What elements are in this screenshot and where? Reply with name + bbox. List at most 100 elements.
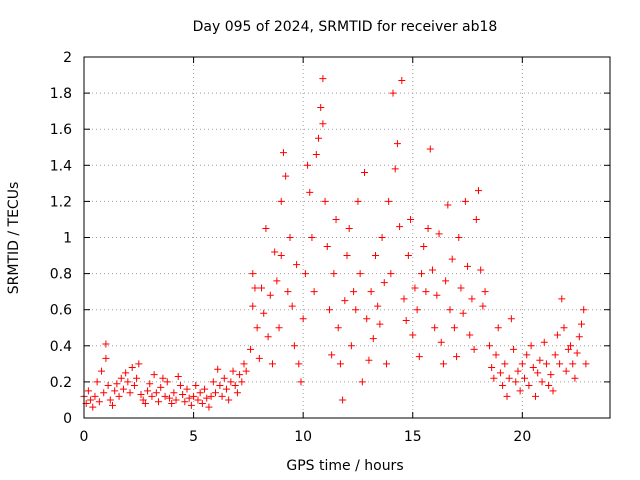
data-point-marker	[529, 363, 537, 371]
data-point-marker	[556, 360, 564, 368]
data-point-marker	[505, 374, 513, 382]
data-point-marker	[332, 215, 340, 223]
data-point-marker	[334, 324, 342, 332]
data-point-marker	[439, 360, 447, 368]
x-tick-label: 15	[404, 429, 422, 445]
data-point-marker	[428, 266, 436, 274]
data-point-marker	[124, 378, 132, 386]
data-point-marker	[222, 385, 230, 393]
data-point-marker	[336, 360, 344, 368]
data-point-marker	[323, 243, 331, 251]
data-point-marker	[477, 266, 485, 274]
data-point-marker	[389, 89, 397, 97]
data-point-marker	[288, 302, 296, 310]
data-point-marker	[330, 270, 338, 278]
data-point-marker	[409, 331, 417, 339]
data-point-marker	[122, 369, 130, 377]
data-point-marker	[415, 353, 423, 361]
data-point-marker	[547, 371, 555, 379]
y-tick-label: 1	[63, 231, 72, 247]
data-point-marker	[413, 306, 421, 314]
data-point-marker	[84, 387, 92, 395]
data-point-marker	[229, 367, 237, 375]
data-point-marker	[181, 398, 189, 406]
y-tick-label: 1.8	[50, 86, 72, 102]
data-point-marker	[152, 389, 160, 397]
data-point-marker	[98, 367, 106, 375]
data-point-marker	[201, 385, 209, 393]
data-point-marker	[545, 382, 553, 390]
data-point-marker	[426, 145, 434, 153]
data-point-marker	[249, 270, 257, 278]
data-point-marker	[464, 262, 472, 270]
data-point-marker	[573, 349, 581, 357]
data-point-marker	[233, 389, 241, 397]
data-point-marker	[527, 342, 535, 350]
data-point-marker	[301, 270, 309, 278]
data-point-marker	[130, 382, 138, 390]
data-point-marker	[424, 224, 432, 232]
data-point-marker	[356, 270, 364, 278]
data-point-marker	[558, 295, 566, 303]
data-point-marker	[253, 324, 261, 332]
data-point-marker	[455, 234, 463, 241]
data-point-marker	[315, 134, 323, 142]
x-axis-label: GPS time / hours	[286, 458, 403, 474]
data-point-marker	[133, 374, 141, 382]
data-point-marker	[466, 331, 474, 339]
data-point-marker	[325, 306, 333, 314]
data-point-marker	[225, 396, 233, 404]
data-point-marker	[111, 387, 119, 395]
data-point-marker	[549, 387, 557, 395]
data-point-marker	[209, 378, 217, 386]
data-point-marker	[580, 306, 588, 314]
data-point-marker	[435, 230, 443, 238]
data-point-marker	[560, 324, 568, 332]
x-tick-label: 10	[294, 429, 312, 445]
data-point-marker	[100, 389, 108, 397]
y-axis-label: SRMTID / TECUs	[6, 182, 22, 295]
data-point-marker	[431, 324, 439, 332]
data-point-marker	[402, 317, 410, 325]
data-point-marker	[512, 378, 520, 386]
data-point-marker	[159, 374, 167, 382]
data-point-marker	[247, 345, 255, 353]
axis-ticks: 00.20.40.60.811.21.41.61.820 5 10 15 20	[50, 50, 610, 445]
data-point-marker	[275, 324, 283, 332]
data-point-marker	[207, 392, 215, 400]
data-point-marker	[400, 295, 408, 303]
data-point-marker	[268, 360, 276, 368]
data-point-marker	[378, 234, 386, 241]
data-point-marker	[501, 360, 509, 368]
data-point-marker	[260, 309, 268, 317]
data-point-marker	[433, 291, 441, 299]
data-point-marker	[220, 374, 228, 382]
data-point-marker	[551, 351, 559, 359]
data-point-marker	[113, 380, 121, 388]
data-point-marker	[398, 76, 406, 84]
data-point-marker	[212, 389, 219, 397]
data-point-marker	[521, 374, 529, 382]
y-tick-label: 2	[63, 50, 72, 66]
data-point-marker	[214, 365, 222, 373]
data-point-marker	[319, 75, 327, 83]
data-point-marker	[273, 277, 281, 285]
data-point-marker	[187, 401, 195, 409]
data-point-marker	[104, 382, 112, 390]
data-point-marker	[251, 284, 259, 292]
data-point-marker	[190, 392, 198, 400]
data-points	[80, 75, 590, 411]
data-point-marker	[87, 396, 95, 404]
data-point-marker	[393, 140, 401, 148]
data-point-marker	[475, 187, 482, 195]
data-point-marker	[282, 172, 290, 180]
data-point-marker	[317, 104, 325, 112]
data-point-marker	[578, 320, 586, 328]
data-point-marker	[93, 378, 101, 386]
data-point-marker	[150, 371, 158, 379]
data-point-marker	[523, 351, 531, 359]
data-point-marker	[341, 297, 349, 305]
data-point-marker	[284, 288, 292, 296]
data-point-marker	[126, 389, 134, 397]
data-point-marker	[262, 224, 270, 232]
